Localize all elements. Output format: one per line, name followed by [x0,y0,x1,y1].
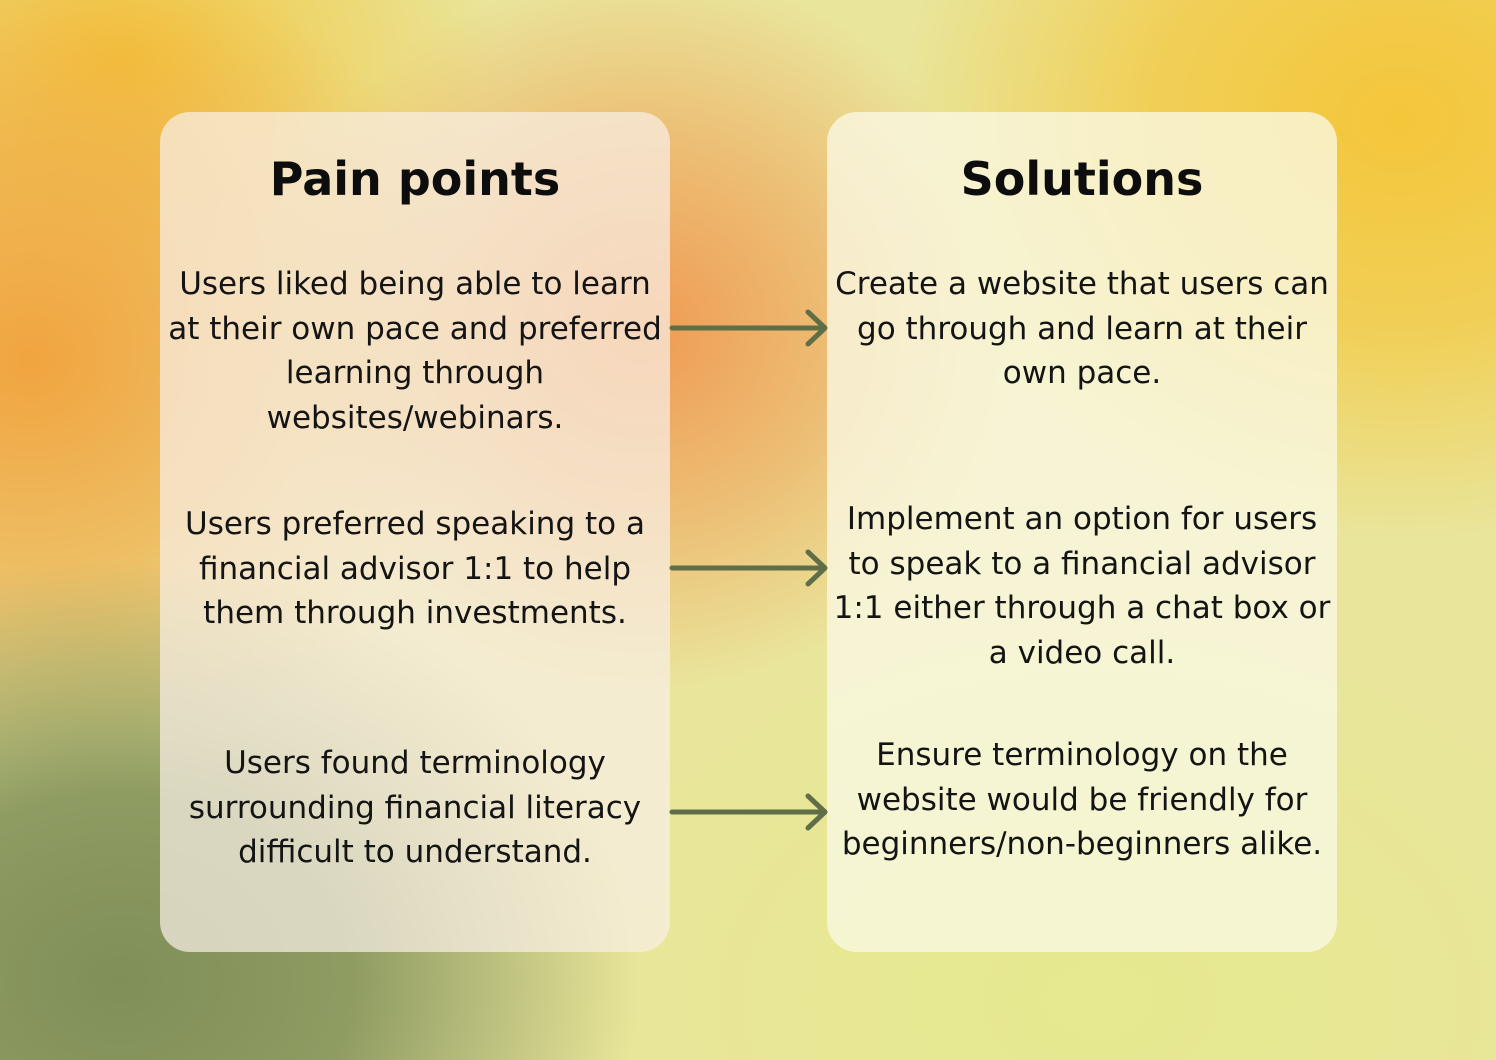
solution-1: Create a website that users can go throu… [835,266,1329,391]
pain-point-3: Users found terminology surrounding fina… [188,745,642,870]
pain-points-title: Pain points [269,152,561,206]
solutions-card [827,112,1337,952]
pain-point-1: Users liked being able to learn at their… [168,266,662,436]
arrow-icon [669,793,828,831]
solution-3: Ensure terminology on the website would … [841,737,1323,862]
solutions-title: Solutions [960,152,1204,206]
pain-points-card [160,112,670,952]
solution-2: Implement an option for users to speak t… [833,501,1331,671]
pain-point-2: Users preferred speaking to a financial … [185,506,645,631]
arrow-icon [669,549,828,587]
arrow-icon [669,309,828,347]
